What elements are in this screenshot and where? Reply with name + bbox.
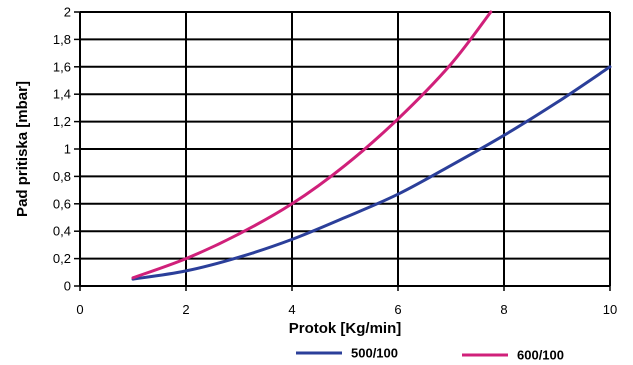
y-tick-label: 1,6 [53, 59, 71, 74]
series-line-2 [131, 10, 493, 280]
y-tick-label: 0 [64, 279, 71, 294]
y-axis-title: Pad pritiska [mbar] [14, 81, 31, 217]
y-tick-label: 1 [64, 142, 71, 157]
legend: 500/100 600/100 [296, 346, 564, 363]
x-tick-label: 2 [182, 302, 189, 317]
y-tick-label: 0,2 [53, 251, 71, 266]
legend-label-2: 600/100 [517, 348, 564, 363]
grid-lines [79, 11, 611, 287]
y-tick-label: 2 [64, 5, 71, 20]
x-tick-labels: 0 2 4 6 8 10 [76, 286, 617, 317]
x-axis-title: Protok [Kg/min] [289, 320, 402, 337]
x-tick-label: 0 [76, 302, 83, 317]
y-tick-label: 0,4 [53, 224, 71, 239]
y-tick-labels: 0 0,2 0,4 0,6 0,8 1 1,2 1,4 1,6 1,8 2 [53, 5, 80, 294]
x-tick-label: 6 [394, 302, 401, 317]
y-tick-label: 1,8 [53, 32, 71, 47]
y-tick-label: 0,8 [53, 169, 71, 184]
series-line-1 [131, 65, 612, 281]
y-tick-label: 1,2 [53, 114, 71, 129]
legend-label-1: 500/100 [351, 346, 398, 361]
x-tick-label: 8 [500, 302, 507, 317]
y-tick-label: 1,4 [53, 87, 71, 102]
series-lines [131, 10, 612, 281]
y-tick-label: 0,6 [53, 196, 71, 211]
x-tick-label: 4 [288, 302, 295, 317]
x-tick-label: 10 [603, 302, 617, 317]
